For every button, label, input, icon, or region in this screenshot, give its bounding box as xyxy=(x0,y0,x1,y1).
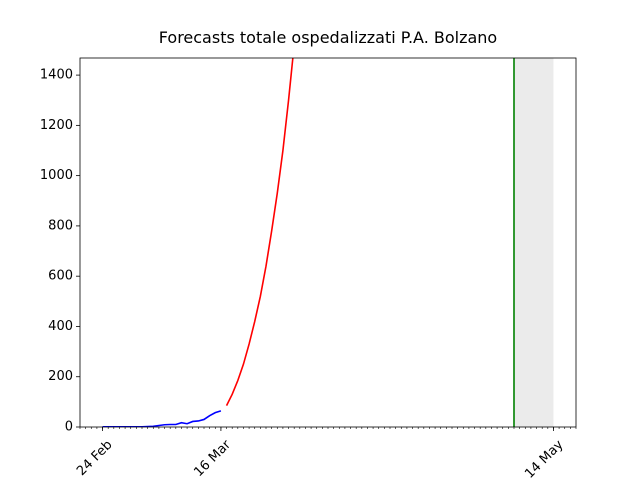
y-tick-label: 1200 xyxy=(40,118,73,133)
data-line xyxy=(102,410,222,427)
x-tick-label: 24 Feb xyxy=(74,437,116,479)
y-tick-label: 1000 xyxy=(40,168,73,183)
y-tick-label: 200 xyxy=(48,369,73,384)
plot-area xyxy=(102,58,554,427)
y-tick-label: 1400 xyxy=(40,68,73,83)
y-tick-label: 0 xyxy=(65,420,73,435)
chart-title: Forecasts totale ospedalizzati P.A. Bolz… xyxy=(159,28,497,47)
y-tick-label: 800 xyxy=(48,218,73,233)
axes: 24 Feb 16 Mar 14 May 0 200 400 600 800 1000 1200 1… xyxy=(40,57,577,480)
shaded-span xyxy=(514,58,554,427)
axes-frame xyxy=(79,57,577,428)
y-tick-label: 400 xyxy=(48,319,73,334)
x-tick-label: 14 May xyxy=(522,437,566,480)
data-line xyxy=(225,58,294,406)
x-tick-label: 16 Mar xyxy=(191,437,234,480)
y-tick-label: 600 xyxy=(48,269,73,284)
